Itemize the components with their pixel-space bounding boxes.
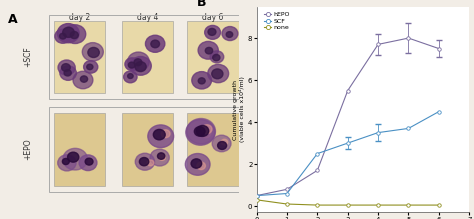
Text: B: B bbox=[197, 0, 207, 9]
Circle shape bbox=[135, 153, 155, 170]
Circle shape bbox=[60, 66, 76, 80]
Circle shape bbox=[185, 154, 210, 175]
Circle shape bbox=[58, 155, 76, 171]
Circle shape bbox=[205, 25, 220, 39]
Circle shape bbox=[85, 158, 93, 165]
Circle shape bbox=[197, 162, 205, 170]
Circle shape bbox=[64, 70, 71, 76]
Circle shape bbox=[135, 62, 146, 72]
Circle shape bbox=[81, 76, 88, 82]
Circle shape bbox=[159, 155, 165, 161]
Circle shape bbox=[186, 120, 215, 145]
Text: day 4: day 4 bbox=[137, 13, 158, 22]
Circle shape bbox=[221, 139, 228, 145]
Text: +SCF: +SCF bbox=[24, 47, 33, 67]
Legend: hEPO, SCF, none: hEPO, SCF, none bbox=[264, 12, 290, 30]
Circle shape bbox=[222, 26, 238, 41]
Circle shape bbox=[63, 27, 74, 37]
Circle shape bbox=[187, 118, 216, 144]
Bar bbox=[187, 21, 239, 93]
Bar bbox=[187, 113, 239, 186]
Circle shape bbox=[83, 61, 98, 73]
Circle shape bbox=[150, 149, 169, 166]
Circle shape bbox=[198, 78, 205, 84]
Circle shape bbox=[148, 125, 173, 148]
Circle shape bbox=[73, 71, 93, 89]
Circle shape bbox=[67, 152, 79, 162]
Circle shape bbox=[212, 69, 223, 79]
Circle shape bbox=[55, 29, 71, 43]
Circle shape bbox=[70, 32, 78, 39]
Text: day 2: day 2 bbox=[69, 13, 90, 22]
Bar bbox=[54, 21, 105, 93]
Circle shape bbox=[87, 64, 93, 70]
Circle shape bbox=[88, 48, 100, 58]
Circle shape bbox=[128, 74, 133, 78]
Circle shape bbox=[82, 43, 103, 61]
Circle shape bbox=[212, 135, 231, 152]
Circle shape bbox=[63, 159, 69, 164]
Circle shape bbox=[124, 71, 137, 83]
Circle shape bbox=[128, 52, 149, 71]
Circle shape bbox=[130, 57, 151, 75]
Circle shape bbox=[58, 60, 75, 75]
Circle shape bbox=[202, 125, 212, 134]
Circle shape bbox=[62, 64, 70, 71]
Circle shape bbox=[64, 25, 86, 44]
Circle shape bbox=[60, 33, 66, 39]
Circle shape bbox=[147, 160, 154, 166]
Y-axis label: Cumulative growth
(viable cells x10⁴/ml): Cumulative growth (viable cells x10⁴/ml) bbox=[233, 77, 245, 142]
Text: day 6: day 6 bbox=[202, 13, 224, 22]
Circle shape bbox=[194, 127, 205, 136]
Circle shape bbox=[213, 54, 220, 61]
Circle shape bbox=[63, 148, 88, 170]
Circle shape bbox=[210, 51, 224, 63]
Circle shape bbox=[151, 40, 160, 48]
Circle shape bbox=[196, 125, 209, 136]
Circle shape bbox=[139, 157, 149, 166]
Circle shape bbox=[161, 130, 170, 138]
Circle shape bbox=[146, 35, 165, 52]
Circle shape bbox=[201, 129, 211, 138]
Circle shape bbox=[205, 47, 213, 54]
Circle shape bbox=[208, 28, 216, 35]
Circle shape bbox=[128, 62, 135, 68]
Circle shape bbox=[198, 41, 219, 59]
Bar bbox=[122, 21, 173, 93]
Bar bbox=[54, 113, 105, 186]
Bar bbox=[49, 15, 243, 99]
Circle shape bbox=[79, 155, 97, 171]
Circle shape bbox=[191, 159, 202, 168]
Circle shape bbox=[134, 59, 142, 66]
Circle shape bbox=[157, 153, 165, 159]
Text: A: A bbox=[8, 13, 18, 26]
Circle shape bbox=[226, 32, 233, 37]
Bar bbox=[49, 108, 243, 192]
Bar bbox=[122, 113, 173, 186]
Text: +EPO: +EPO bbox=[24, 139, 33, 161]
Circle shape bbox=[153, 129, 165, 140]
Circle shape bbox=[218, 141, 227, 149]
Circle shape bbox=[125, 58, 139, 71]
Circle shape bbox=[208, 64, 228, 83]
Circle shape bbox=[192, 72, 211, 89]
Circle shape bbox=[57, 24, 79, 43]
